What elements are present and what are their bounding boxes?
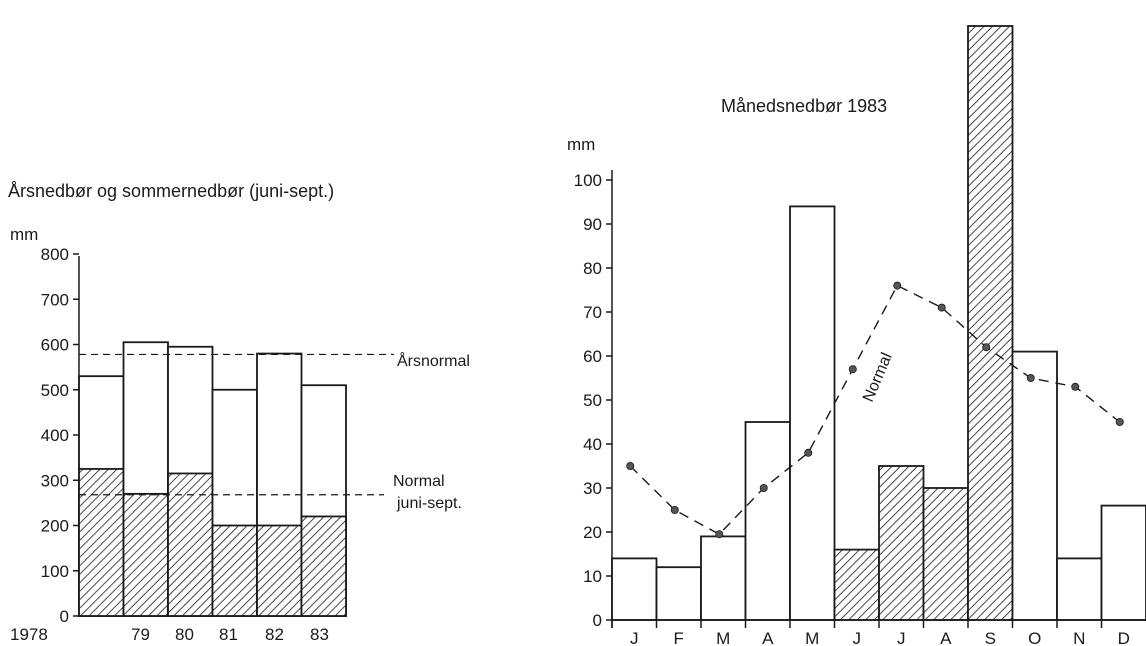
annual-x-label: 81: [219, 625, 238, 644]
summer-bar: [300, 515, 347, 617]
monthly-x-label: A: [940, 629, 952, 646]
monthly-y-tick-label: 70: [583, 303, 602, 322]
monthly-bars: [611, 25, 1146, 621]
summer-normal-label-line1: Normal: [393, 473, 445, 490]
monthly-chart-title: Månedsnedbør 1983: [721, 96, 887, 116]
monthly-bar: [878, 465, 925, 621]
monthly-x-label: O: [1028, 629, 1041, 646]
monthly-x-label: J: [853, 629, 862, 646]
summer-bar: [256, 524, 303, 617]
monthly-y-tick-label: 20: [583, 523, 602, 542]
annual-y-tick-label: 600: [41, 336, 69, 355]
monthly-normal-point: [937, 303, 946, 312]
annual-x-label: 1978: [10, 625, 48, 644]
monthly-normal-point: [670, 505, 679, 514]
monthly-normal-point: [848, 365, 857, 374]
annual-normal-label: Årsnormal: [397, 351, 470, 370]
monthly-x-label: F: [674, 629, 684, 646]
annual-y-tick-label: 400: [41, 426, 69, 445]
summer-bar: [122, 492, 169, 617]
monthly-x-label: S: [985, 629, 996, 646]
monthly-bar: [833, 548, 880, 621]
monthly-y-tick-label: 0: [593, 611, 602, 630]
annual-y-unit: mm: [10, 225, 38, 244]
monthly-bar: [1056, 557, 1103, 621]
annual-y-tick-label: 0: [60, 607, 69, 626]
monthly-chart: Månedsnedbør 1983 mm 0 10 20 30 40 50 60 70 80 90…: [567, 25, 1146, 646]
monthly-y-tick-label: 80: [583, 259, 602, 278]
monthly-bar: [967, 25, 1014, 621]
monthly-normal-point: [893, 281, 902, 290]
monthly-bar: [789, 205, 836, 621]
monthly-bar: [1100, 504, 1146, 621]
monthly-bar: [1011, 350, 1058, 621]
monthly-bar: [922, 487, 969, 621]
monthly-normal-path: [629, 284, 1121, 536]
monthly-normal-line: [626, 281, 1124, 539]
monthly-bar: [700, 535, 747, 621]
annual-chart: Årsnedbør og sommernedbør (juni-sept.) m…: [8, 181, 470, 644]
monthly-x-label: M: [716, 629, 730, 646]
monthly-x-label: M: [805, 629, 819, 646]
monthly-y-tick-label: 50: [583, 391, 602, 410]
monthly-y-tick-label: 60: [583, 347, 602, 366]
monthly-x-label: A: [762, 629, 774, 646]
monthly-y-unit: mm: [567, 135, 595, 154]
annual-y-tick-label: 500: [41, 381, 69, 400]
monthly-x-label: J: [897, 629, 906, 646]
annual-x-label: 82: [265, 625, 284, 644]
monthly-normal-label: Normal: [860, 350, 896, 404]
monthly-y-tick-label: 90: [583, 215, 602, 234]
annual-chart-title: Årsnedbør og sommernedbør (juni-sept.): [8, 181, 334, 201]
monthly-normal-point: [1071, 382, 1080, 391]
monthly-y-tick-label: 10: [583, 567, 602, 586]
monthly-bar: [744, 421, 791, 621]
monthly-x-label: D: [1118, 629, 1130, 646]
annual-x-label: 83: [310, 625, 329, 644]
annual-bars: [78, 341, 347, 617]
monthly-normal-point: [759, 483, 768, 492]
annual-y-tick-label: 800: [41, 245, 69, 264]
monthly-y-tick-label: 40: [583, 435, 602, 454]
summer-bar: [211, 524, 258, 617]
monthly-bar: [655, 566, 702, 621]
annual-y-tick-label: 300: [41, 471, 69, 490]
monthly-y-tick-label: 30: [583, 479, 602, 498]
monthly-y-ticks: 0 10 20 30 40 50 60 70 80 90 100: [574, 171, 612, 630]
annual-reference-lines: [79, 353, 394, 496]
monthly-x-label: N: [1073, 629, 1085, 646]
monthly-normal-point: [715, 530, 724, 539]
annual-y-ticks: 0 100 200 300 400 500 600 700 800: [41, 245, 79, 626]
summer-normal-label-line2: juni-sept.: [396, 495, 462, 512]
monthly-x-label: J: [630, 629, 639, 646]
monthly-y-tick-label: 100: [574, 171, 602, 190]
annual-y-tick-label: 700: [41, 290, 69, 309]
monthly-normal-point: [626, 461, 635, 470]
monthly-normal-point: [982, 343, 991, 352]
summer-bar: [78, 468, 125, 617]
annual-x-label: 80: [175, 625, 194, 644]
monthly-normal-point: [1026, 373, 1035, 382]
summer-bar: [167, 472, 214, 617]
annual-x-label: 79: [131, 625, 150, 644]
annual-y-tick-label: 200: [41, 517, 69, 536]
monthly-bar: [611, 557, 658, 621]
annual-y-tick-label: 100: [41, 562, 69, 581]
monthly-normal-point: [804, 448, 813, 457]
monthly-normal-point: [1115, 417, 1124, 426]
annual-x-labels: 1978 79 80 81 82 83: [10, 625, 329, 644]
